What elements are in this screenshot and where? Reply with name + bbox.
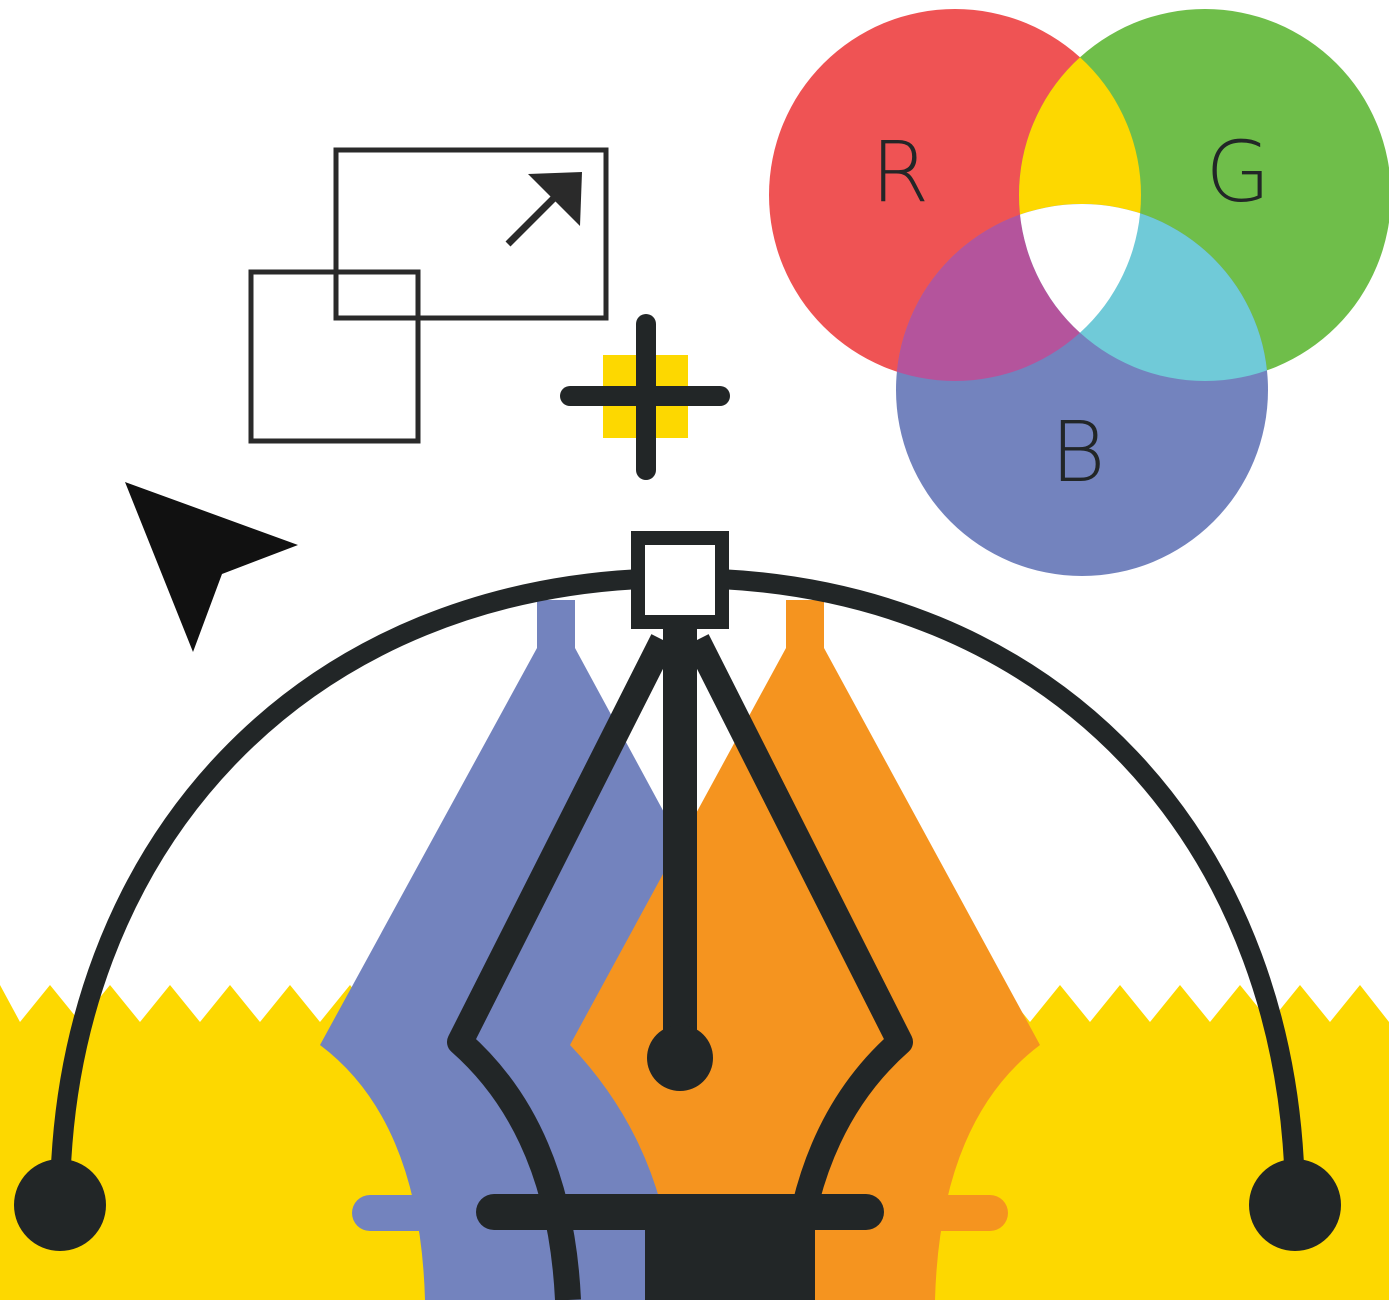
crosshair [560,314,730,480]
cursor [125,482,298,652]
anchor-left [14,1159,106,1251]
anchor-right [1249,1159,1341,1251]
resize-icon [248,147,609,444]
pen-nib [447,531,913,1300]
label-r: R [871,123,929,221]
orange-pen [570,600,1040,1300]
label-g: G [1205,123,1270,221]
rgb-venn: R G B [769,9,1389,576]
label-b: B [1050,403,1105,501]
